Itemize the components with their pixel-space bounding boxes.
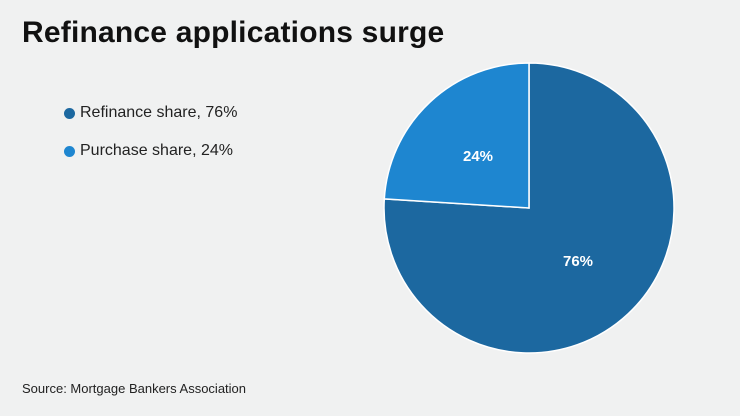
pie-slice-purchase bbox=[383, 62, 530, 209]
legend-item-purchase: Purchase share, 24% bbox=[64, 140, 237, 162]
chart-title: Refinance applications surge bbox=[22, 16, 445, 49]
legend-item-refinance: Refinance share, 76% bbox=[64, 102, 237, 124]
legend-dot-icon bbox=[64, 145, 75, 157]
legend-dot-icon bbox=[64, 107, 75, 119]
legend-label: Purchase share, 24% bbox=[80, 142, 233, 159]
source-note: Source: Mortgage Bankers Association bbox=[22, 381, 247, 396]
slice-label-purchase: 24% bbox=[463, 148, 493, 165]
slice-label-refinance: 76% bbox=[563, 253, 593, 270]
legend-label: Refinance share, 76% bbox=[80, 104, 238, 121]
legend: Refinance share, 76% Purchase share, 24% bbox=[64, 102, 237, 178]
